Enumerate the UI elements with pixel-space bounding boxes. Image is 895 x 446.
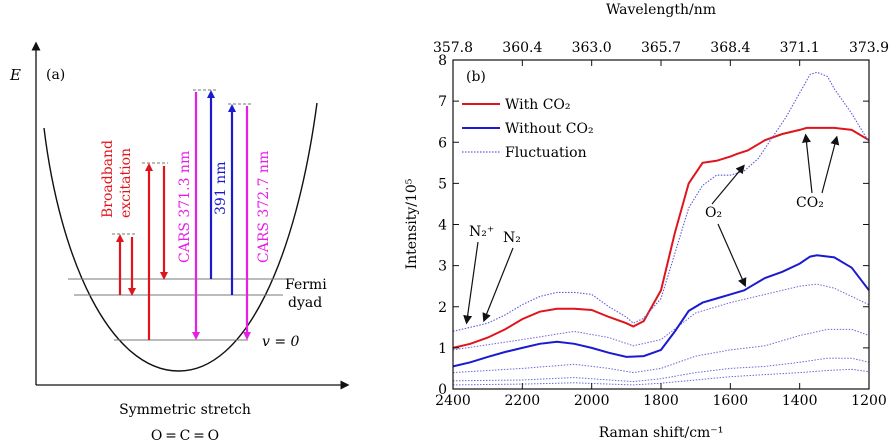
top-tick-label: 357.8 [433, 40, 473, 56]
y-tick-label: 0 [438, 382, 447, 398]
panel-a-xlabel: Symmetric stretch [119, 402, 251, 418]
x-tick-label: 2000 [574, 393, 610, 409]
top-tick-label: 371.1 [780, 40, 820, 56]
label-391nm: 391 nm [213, 162, 229, 215]
x-tick-label: 1600 [713, 393, 749, 409]
molecule-label: O = C = O [151, 428, 219, 444]
fluctuation-curve-3 [452, 357, 870, 383]
arrow-co2-left [802, 133, 813, 194]
y-tick-label: 6 [438, 135, 447, 151]
arrow-n2 [482, 247, 514, 323]
legend-fluctuation: Fluctuation [505, 145, 587, 161]
x-tick-label: 1400 [782, 393, 818, 409]
fluctuation-curve-1 [452, 283, 870, 351]
arrow-n2plus [463, 241, 479, 325]
y-tick-label: 1 [438, 341, 447, 357]
x-tick-label: 2200 [505, 393, 541, 409]
y-tick-label: 4 [438, 218, 447, 234]
dyad-label: dyad [288, 295, 322, 311]
annotation-n2: N₂ [503, 230, 521, 246]
panel-a: E (a) Broadband excitation CARS 371.3 nm… [9, 41, 350, 444]
top-axis-title: Wavelength/nm [606, 2, 716, 18]
y-tick-label: 3 [438, 259, 447, 275]
cars-371-label: CARS 371.3 nm [177, 151, 193, 263]
legend-with-co2: With CO₂ [505, 97, 571, 113]
series-without-co2 [452, 254, 870, 368]
series-with-co2 [452, 126, 870, 349]
y-tick-label: 2 [438, 300, 447, 316]
annotation-n2plus: N₂⁺ [469, 224, 494, 240]
y-axis-title: Intensity/10⁵ [404, 178, 420, 269]
chart-ticks: 2400 2200 2000 1800 1600 1400 1200 0 1 2 3 4 5 6 7 8357… [433, 40, 889, 409]
broadband-label-1: Broadband [100, 140, 116, 218]
v0-label: v = 0 [262, 334, 300, 350]
top-tick-label: 365.7 [641, 40, 681, 56]
y-tick-label: 7 [438, 94, 447, 110]
top-tick-label: 373.9 [849, 40, 889, 56]
arrow-co2-right [821, 135, 840, 194]
cars-372-label: CARS 372.7 nm [256, 151, 272, 263]
series-fluctuation [452, 71, 870, 332]
y-tick-label: 8 [438, 53, 447, 69]
y-tick-label: 5 [438, 176, 447, 192]
arrow-o2-lower [717, 223, 747, 288]
legend: With CO₂ Without CO₂ Fluctuation [462, 97, 594, 161]
x-tick-label: 2400 [435, 393, 471, 409]
fermi-label: Fermi [285, 277, 327, 293]
potential-curve [43, 102, 318, 372]
x-tick-label: 1200 [851, 393, 887, 409]
arrow-o2-upper [711, 164, 745, 205]
panel-b-label: (b) [466, 69, 486, 85]
annotation-co2: CO₂ [796, 195, 824, 211]
fluctuation-curve-2 [452, 328, 870, 374]
legend-without-co2: Without CO₂ [505, 121, 594, 137]
annotation-o2: O₂ [705, 205, 722, 221]
top-tick-label: 360.4 [502, 40, 542, 56]
x-axis-title: Raman shift/cm⁻¹ [599, 425, 724, 441]
x-tick-label: 1800 [643, 393, 679, 409]
panel-b: 2400 2200 2000 1800 1600 1400 1200 0 1 2 3 4 5 6 7 8357… [404, 2, 889, 441]
energy-axis-label: E [9, 66, 21, 84]
broadband-label-2: excitation [118, 148, 134, 218]
top-tick-label: 368.4 [710, 40, 750, 56]
chart-series [452, 71, 870, 386]
panel-a-label: (a) [46, 67, 65, 83]
fluctuation-curve-4 [452, 368, 870, 386]
top-tick-label: 363.0 [572, 40, 612, 56]
